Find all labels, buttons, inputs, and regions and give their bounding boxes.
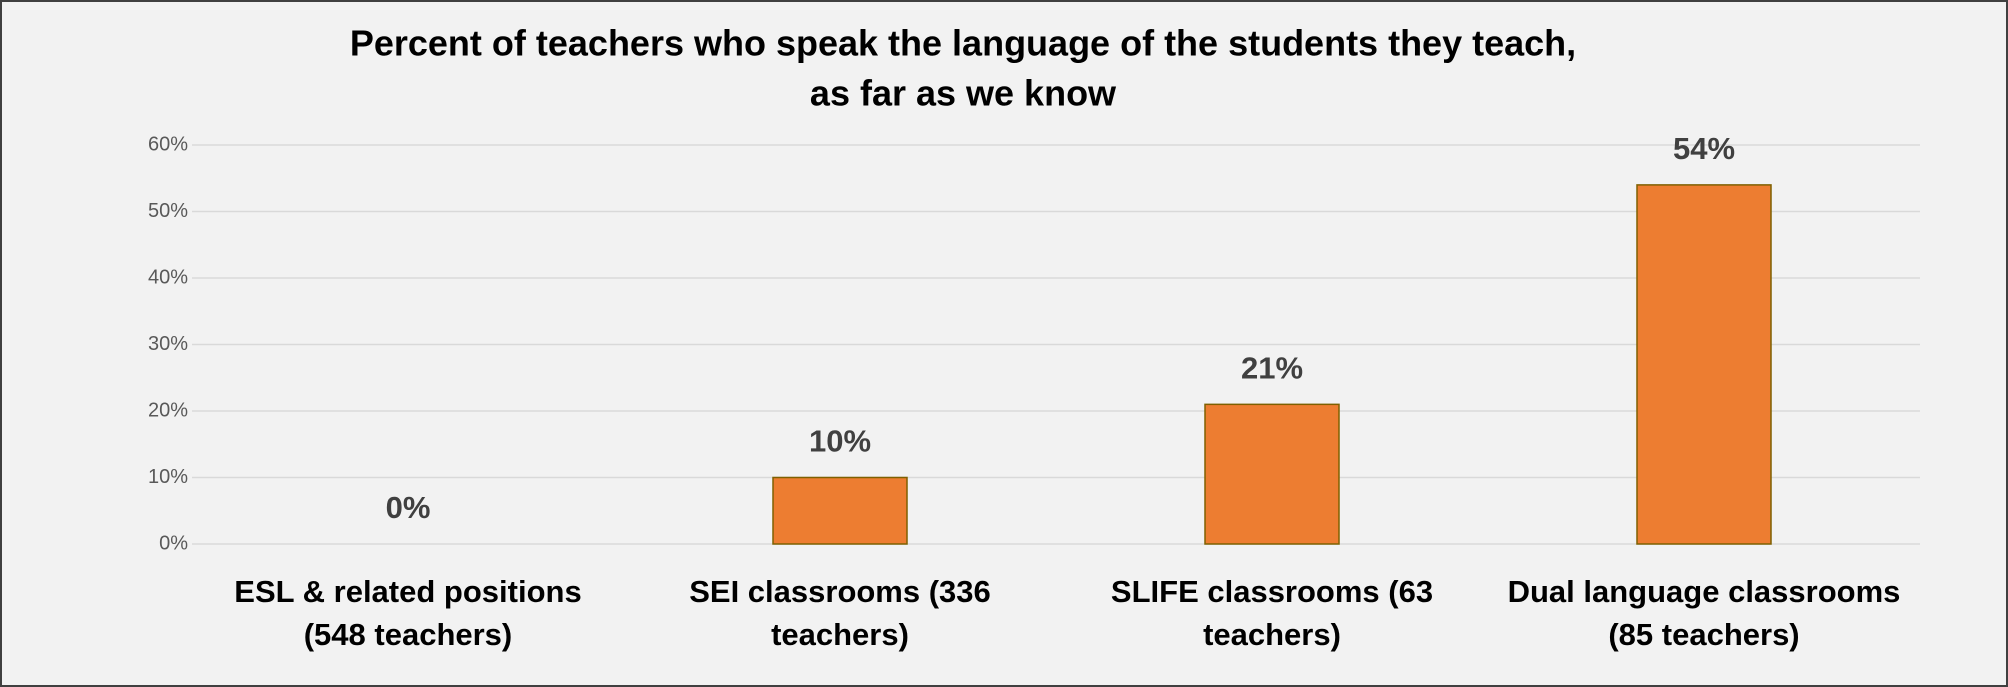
y-tick-label: 40% bbox=[148, 266, 188, 288]
x-tick-label: SLIFE classrooms (63 bbox=[1111, 574, 1433, 609]
x-tick-label: teachers) bbox=[771, 617, 909, 652]
x-tick-label: teachers) bbox=[1203, 617, 1341, 652]
x-tick-label: ESL & related positions bbox=[234, 574, 581, 609]
y-tick-label: 20% bbox=[148, 399, 188, 421]
chart-title: Percent of teachers who speak the langua… bbox=[350, 23, 1576, 64]
y-tick-label: 60% bbox=[148, 133, 188, 155]
y-tick-label: 0% bbox=[159, 532, 188, 554]
data-label: 10% bbox=[809, 424, 871, 459]
y-tick-label: 30% bbox=[148, 333, 188, 355]
y-tick-label: 50% bbox=[148, 200, 188, 222]
chart-title: as far as we know bbox=[810, 73, 1117, 114]
data-label: 54% bbox=[1673, 131, 1735, 166]
bar bbox=[772, 476, 908, 545]
x-tick-label: SEI classrooms (336 bbox=[689, 574, 991, 609]
bar bbox=[1204, 403, 1340, 545]
x-tick-label: (548 teachers) bbox=[304, 617, 513, 652]
y-tick-label: 10% bbox=[148, 466, 188, 488]
data-label: 0% bbox=[386, 490, 431, 525]
x-tick-label: (85 teachers) bbox=[1608, 617, 1799, 652]
x-tick-label: Dual language classrooms bbox=[1508, 574, 1901, 609]
data-label: 21% bbox=[1241, 351, 1303, 386]
bar bbox=[1636, 184, 1772, 545]
